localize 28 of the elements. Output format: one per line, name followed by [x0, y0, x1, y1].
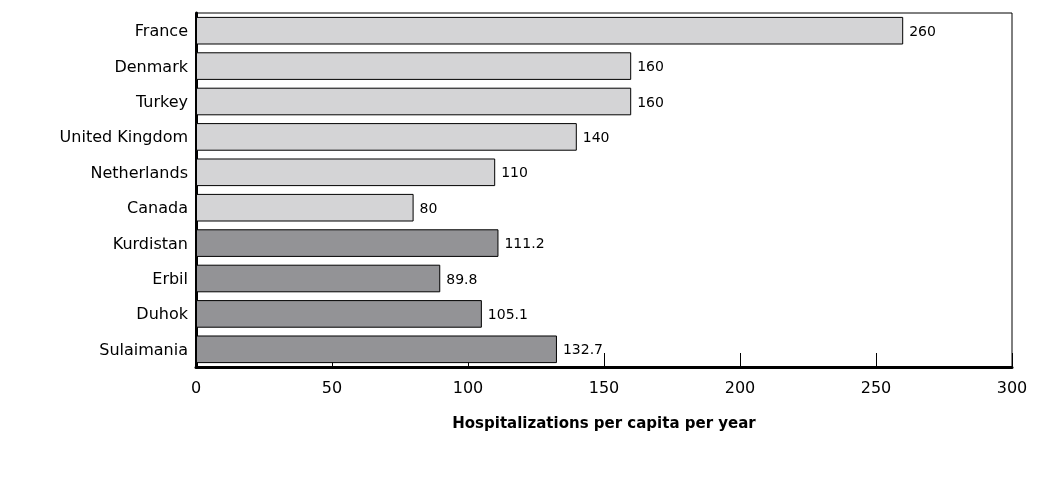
y-tick-label: Netherlands [90, 162, 188, 182]
data-label: 132.7 [562, 341, 604, 358]
x-tick-label: 300 [996, 377, 1028, 397]
x-tick-label: 150 [588, 377, 620, 397]
x-axis-title: Hospitalizations per capita per year [452, 413, 757, 432]
data-label: 80 [419, 199, 438, 216]
y-tick-label: Erbil [152, 269, 188, 288]
y-tick-label: France [134, 21, 188, 41]
y-tick-label: United Kingdom [59, 127, 188, 147]
x-tick-label: 200 [724, 377, 756, 397]
data-label: 105.1 [487, 305, 528, 322]
x-tick-label: 0 [190, 377, 202, 397]
y-tick-label: Turkey [134, 92, 188, 111]
data-label: 140 [582, 128, 610, 145]
data-label: 260 [909, 22, 936, 39]
data-label: 160 [637, 58, 664, 75]
x-tick-label: 50 [321, 377, 343, 397]
y-tick-label: Denmark [114, 56, 189, 76]
data-label: 89.8 [446, 270, 478, 287]
y-tick-label: Kurdistan [112, 233, 188, 253]
data-label: 160 [637, 93, 664, 110]
y-tick-label: Sulaimania [99, 339, 188, 359]
data-label: 111.2 [504, 235, 545, 252]
x-tick-label: 100 [452, 377, 484, 397]
x-tick-label: 250 [860, 377, 892, 397]
y-tick-label: Duhok [136, 304, 189, 324]
data-label: 110 [501, 164, 528, 181]
y-tick-label: Canada [127, 198, 188, 218]
